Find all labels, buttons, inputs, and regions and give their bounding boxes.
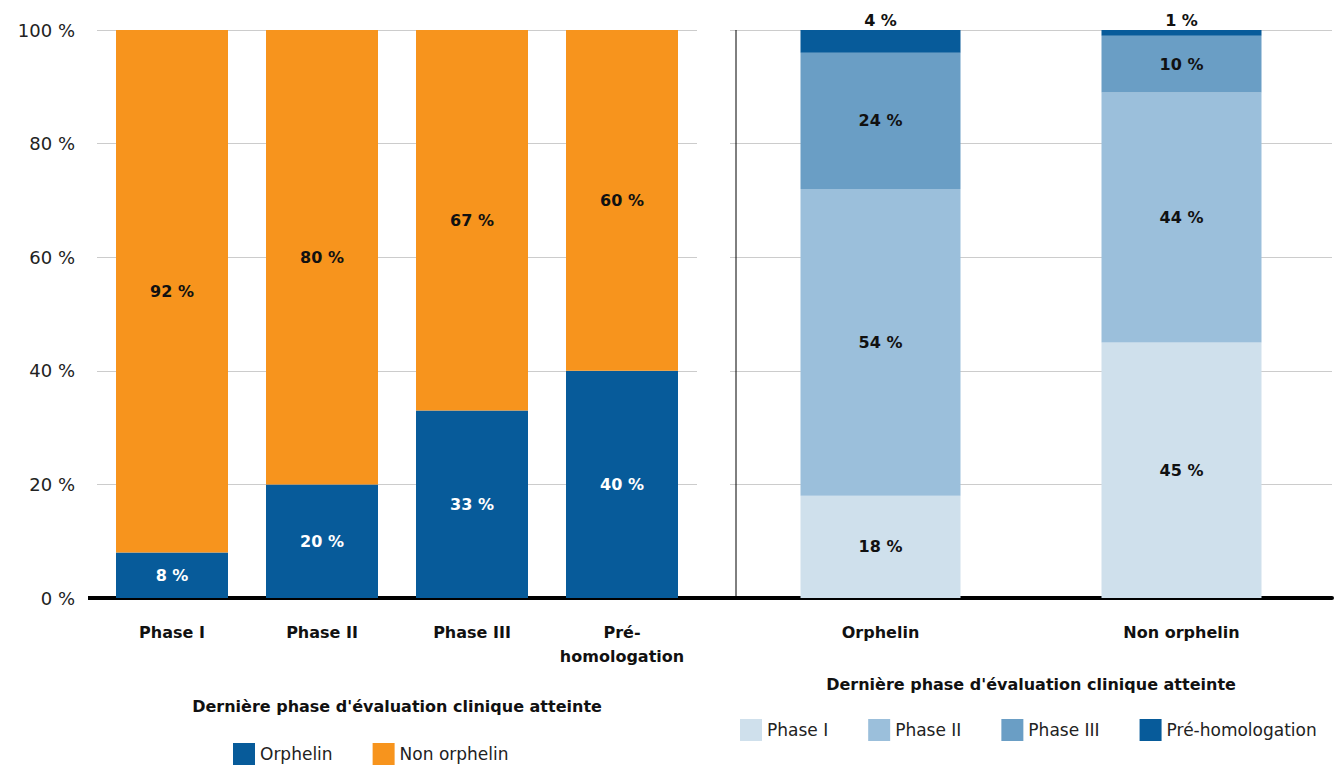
svg-text:0 %: 0 %	[41, 588, 75, 609]
svg-text:1 %: 1 %	[1165, 11, 1198, 30]
svg-text:60 %: 60 %	[29, 247, 75, 268]
svg-text:Phase I: Phase I	[767, 720, 828, 740]
svg-text:10 %: 10 %	[1160, 55, 1204, 74]
svg-text:Phase III: Phase III	[433, 623, 511, 642]
svg-text:45 %: 45 %	[1160, 461, 1204, 480]
svg-text:40 %: 40 %	[29, 360, 75, 381]
svg-text:54 %: 54 %	[859, 333, 903, 352]
svg-text:60 %: 60 %	[600, 191, 644, 210]
svg-text:Phase II: Phase II	[286, 623, 358, 642]
svg-text:8 %: 8 %	[156, 566, 189, 585]
svg-text:4 %: 4 %	[864, 11, 897, 30]
svg-text:Phase II: Phase II	[895, 720, 961, 740]
svg-text:24 %: 24 %	[859, 111, 903, 130]
svg-text:20 %: 20 %	[300, 532, 344, 551]
svg-text:67 %: 67 %	[450, 211, 494, 230]
svg-text:80 %: 80 %	[300, 248, 344, 267]
svg-text:Non orphelin: Non orphelin	[1123, 623, 1239, 642]
svg-text:18 %: 18 %	[859, 537, 903, 556]
svg-text:Dernière phase d'évaluation cl: Dernière phase d'évaluation clinique att…	[192, 697, 602, 716]
svg-text:Non orphelin: Non orphelin	[400, 744, 509, 764]
svg-text:Orphelin: Orphelin	[260, 744, 333, 764]
svg-text:Phase III: Phase III	[1028, 720, 1099, 740]
svg-text:100 %: 100 %	[18, 20, 75, 41]
svg-text:33 %: 33 %	[450, 495, 494, 514]
svg-text:Pré-homologation: Pré-homologation	[1167, 720, 1317, 740]
svg-text:80 %: 80 %	[29, 133, 75, 154]
svg-text:Pré-: Pré-	[603, 623, 640, 642]
svg-text:Orphelin: Orphelin	[842, 623, 920, 642]
svg-text:20 %: 20 %	[29, 474, 75, 495]
svg-text:homologation: homologation	[560, 647, 684, 666]
svg-text:44 %: 44 %	[1160, 208, 1204, 227]
svg-text:40 %: 40 %	[600, 475, 644, 494]
svg-text:Phase I: Phase I	[139, 623, 205, 642]
svg-text:Dernière phase d'évaluation cl: Dernière phase d'évaluation clinique att…	[826, 675, 1236, 694]
svg-text:92 %: 92 %	[150, 282, 194, 301]
